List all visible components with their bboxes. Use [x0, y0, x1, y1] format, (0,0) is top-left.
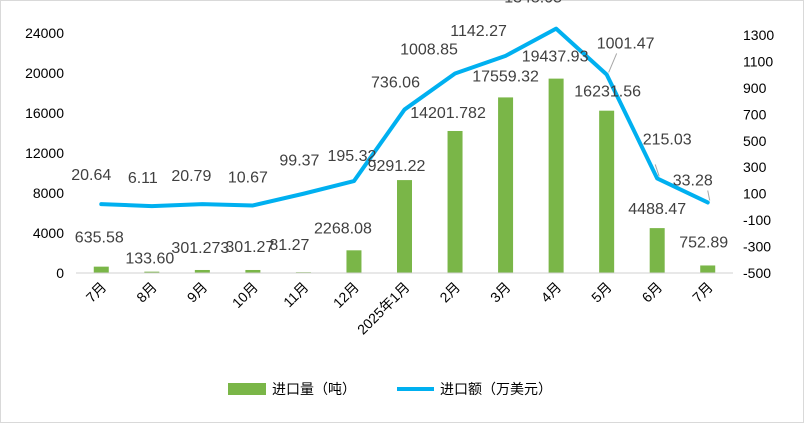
leader-lines [608, 53, 711, 201]
legend: 进口量（吨） 进口额（万美元） [228, 381, 552, 397]
x-axis-tick-label: 2025年1月 [354, 279, 413, 338]
bar [245, 269, 261, 273]
line-data-labels: 20.64 6.11 20.79 10.67 99.37 195.32 736.06 1008… [71, 0, 713, 189]
line-data-label: 1142.27 [450, 23, 507, 40]
line-data-label: 195.32 [327, 148, 376, 165]
bar-data-label: 9291.22 [368, 158, 426, 175]
line-data-label: 736.06 [371, 75, 420, 92]
bar-data-label: 81.27 [269, 237, 309, 254]
left-axis-tick-label: 12000 [25, 145, 64, 161]
bar-data-label: 301.27 [225, 239, 274, 256]
bar-data-label: 4488.47 [628, 201, 686, 218]
line-data-label: 1008.85 [400, 41, 458, 58]
x-axis-tick-label: 8月 [133, 279, 160, 306]
bar [700, 265, 716, 273]
bar [93, 266, 109, 273]
bars-layer [93, 78, 716, 273]
line-data-label: 1001.47 [597, 35, 655, 52]
left-axis-tick-label: 16000 [25, 105, 64, 121]
x-axis-tick-label: 9月 [184, 279, 211, 306]
x-axis-tick-label: 6月 [639, 279, 666, 306]
line-data-label: 20.79 [171, 168, 211, 185]
bar-data-label: 635.58 [75, 230, 124, 247]
bar [346, 250, 362, 273]
right-axis-ticks: -500 -300 -100 100 300 500 700 900 1100 1300 [743, 27, 774, 281]
right-axis-tick-label: 100 [743, 186, 767, 202]
leader-line [608, 53, 618, 73]
right-axis-tick-label: 900 [743, 80, 767, 96]
line-data-label: 1348.05 [504, 0, 562, 7]
right-axis-tick-label: 700 [743, 106, 767, 122]
line-data-label: 20.64 [71, 167, 111, 184]
left-axis-tick-label: 24000 [25, 25, 64, 41]
bar-data-label: 16231.56 [574, 84, 641, 101]
line-data-label: 99.37 [279, 153, 319, 170]
leader-line [654, 164, 660, 177]
right-axis-tick-label: -300 [743, 239, 771, 255]
bar-data-label: 301.273 [171, 240, 229, 257]
x-axis-tick-label: 11月 [280, 279, 311, 310]
left-axis-tick-label: 8000 [33, 185, 64, 201]
right-axis-tick-label: 1100 [743, 53, 773, 69]
import-value-line [99, 26, 710, 209]
bar [649, 228, 665, 273]
bar-data-label: 17559.32 [472, 68, 539, 85]
bar [498, 97, 514, 273]
x-axis-tick-label: 4月 [538, 279, 565, 306]
x-axis-tick-label: 3月 [487, 279, 514, 306]
left-axis-tick-label: 20000 [25, 65, 64, 81]
bar-data-label: 14201.782 [410, 105, 486, 122]
line-data-label: 10.67 [228, 169, 268, 186]
legend-label-import-volume: 进口量（吨） [272, 381, 356, 397]
bar [548, 78, 564, 273]
legend-swatch-import-volume [228, 383, 266, 395]
line-data-label: 33.28 [673, 172, 713, 189]
bar-data-label: 19437.93 [522, 49, 589, 66]
x-axis-tick-label: 12月 [330, 279, 362, 311]
x-axis-tick-label: 10月 [229, 279, 261, 311]
leader-line [707, 190, 711, 201]
right-axis-tick-label: 300 [743, 159, 767, 175]
right-axis-tick-label: 500 [743, 133, 767, 149]
right-axis-tick-label: 1300 [743, 27, 774, 43]
line-data-label: 6.11 [128, 170, 158, 187]
left-axis-tick-label: 4000 [33, 225, 64, 241]
x-axis-tick-label: 2月 [436, 279, 463, 306]
bar-data-label: 2268.08 [314, 220, 372, 237]
x-axis-tick-label: 7月 [689, 279, 716, 306]
left-axis-tick-label: 0 [56, 265, 64, 281]
left-axis-ticks: 0 4000 8000 12000 16000 20000 24000 [25, 25, 64, 281]
bar [599, 110, 615, 273]
right-axis-tick-label: -100 [743, 212, 771, 228]
bar [397, 180, 412, 273]
x-axis-tick-label: 5月 [588, 279, 615, 306]
legend-label-import-value: 进口额（万美元） [440, 381, 552, 397]
bar [447, 130, 463, 273]
x-axis-tick-label: 7月 [83, 279, 110, 306]
right-axis-tick-label: -500 [743, 265, 771, 281]
line-data-label: 215.03 [643, 131, 692, 148]
bar-data-label: 752.89 [679, 234, 728, 251]
bar-data-label: 133.60 [125, 251, 174, 268]
bar [194, 269, 210, 273]
bar [144, 271, 160, 273]
